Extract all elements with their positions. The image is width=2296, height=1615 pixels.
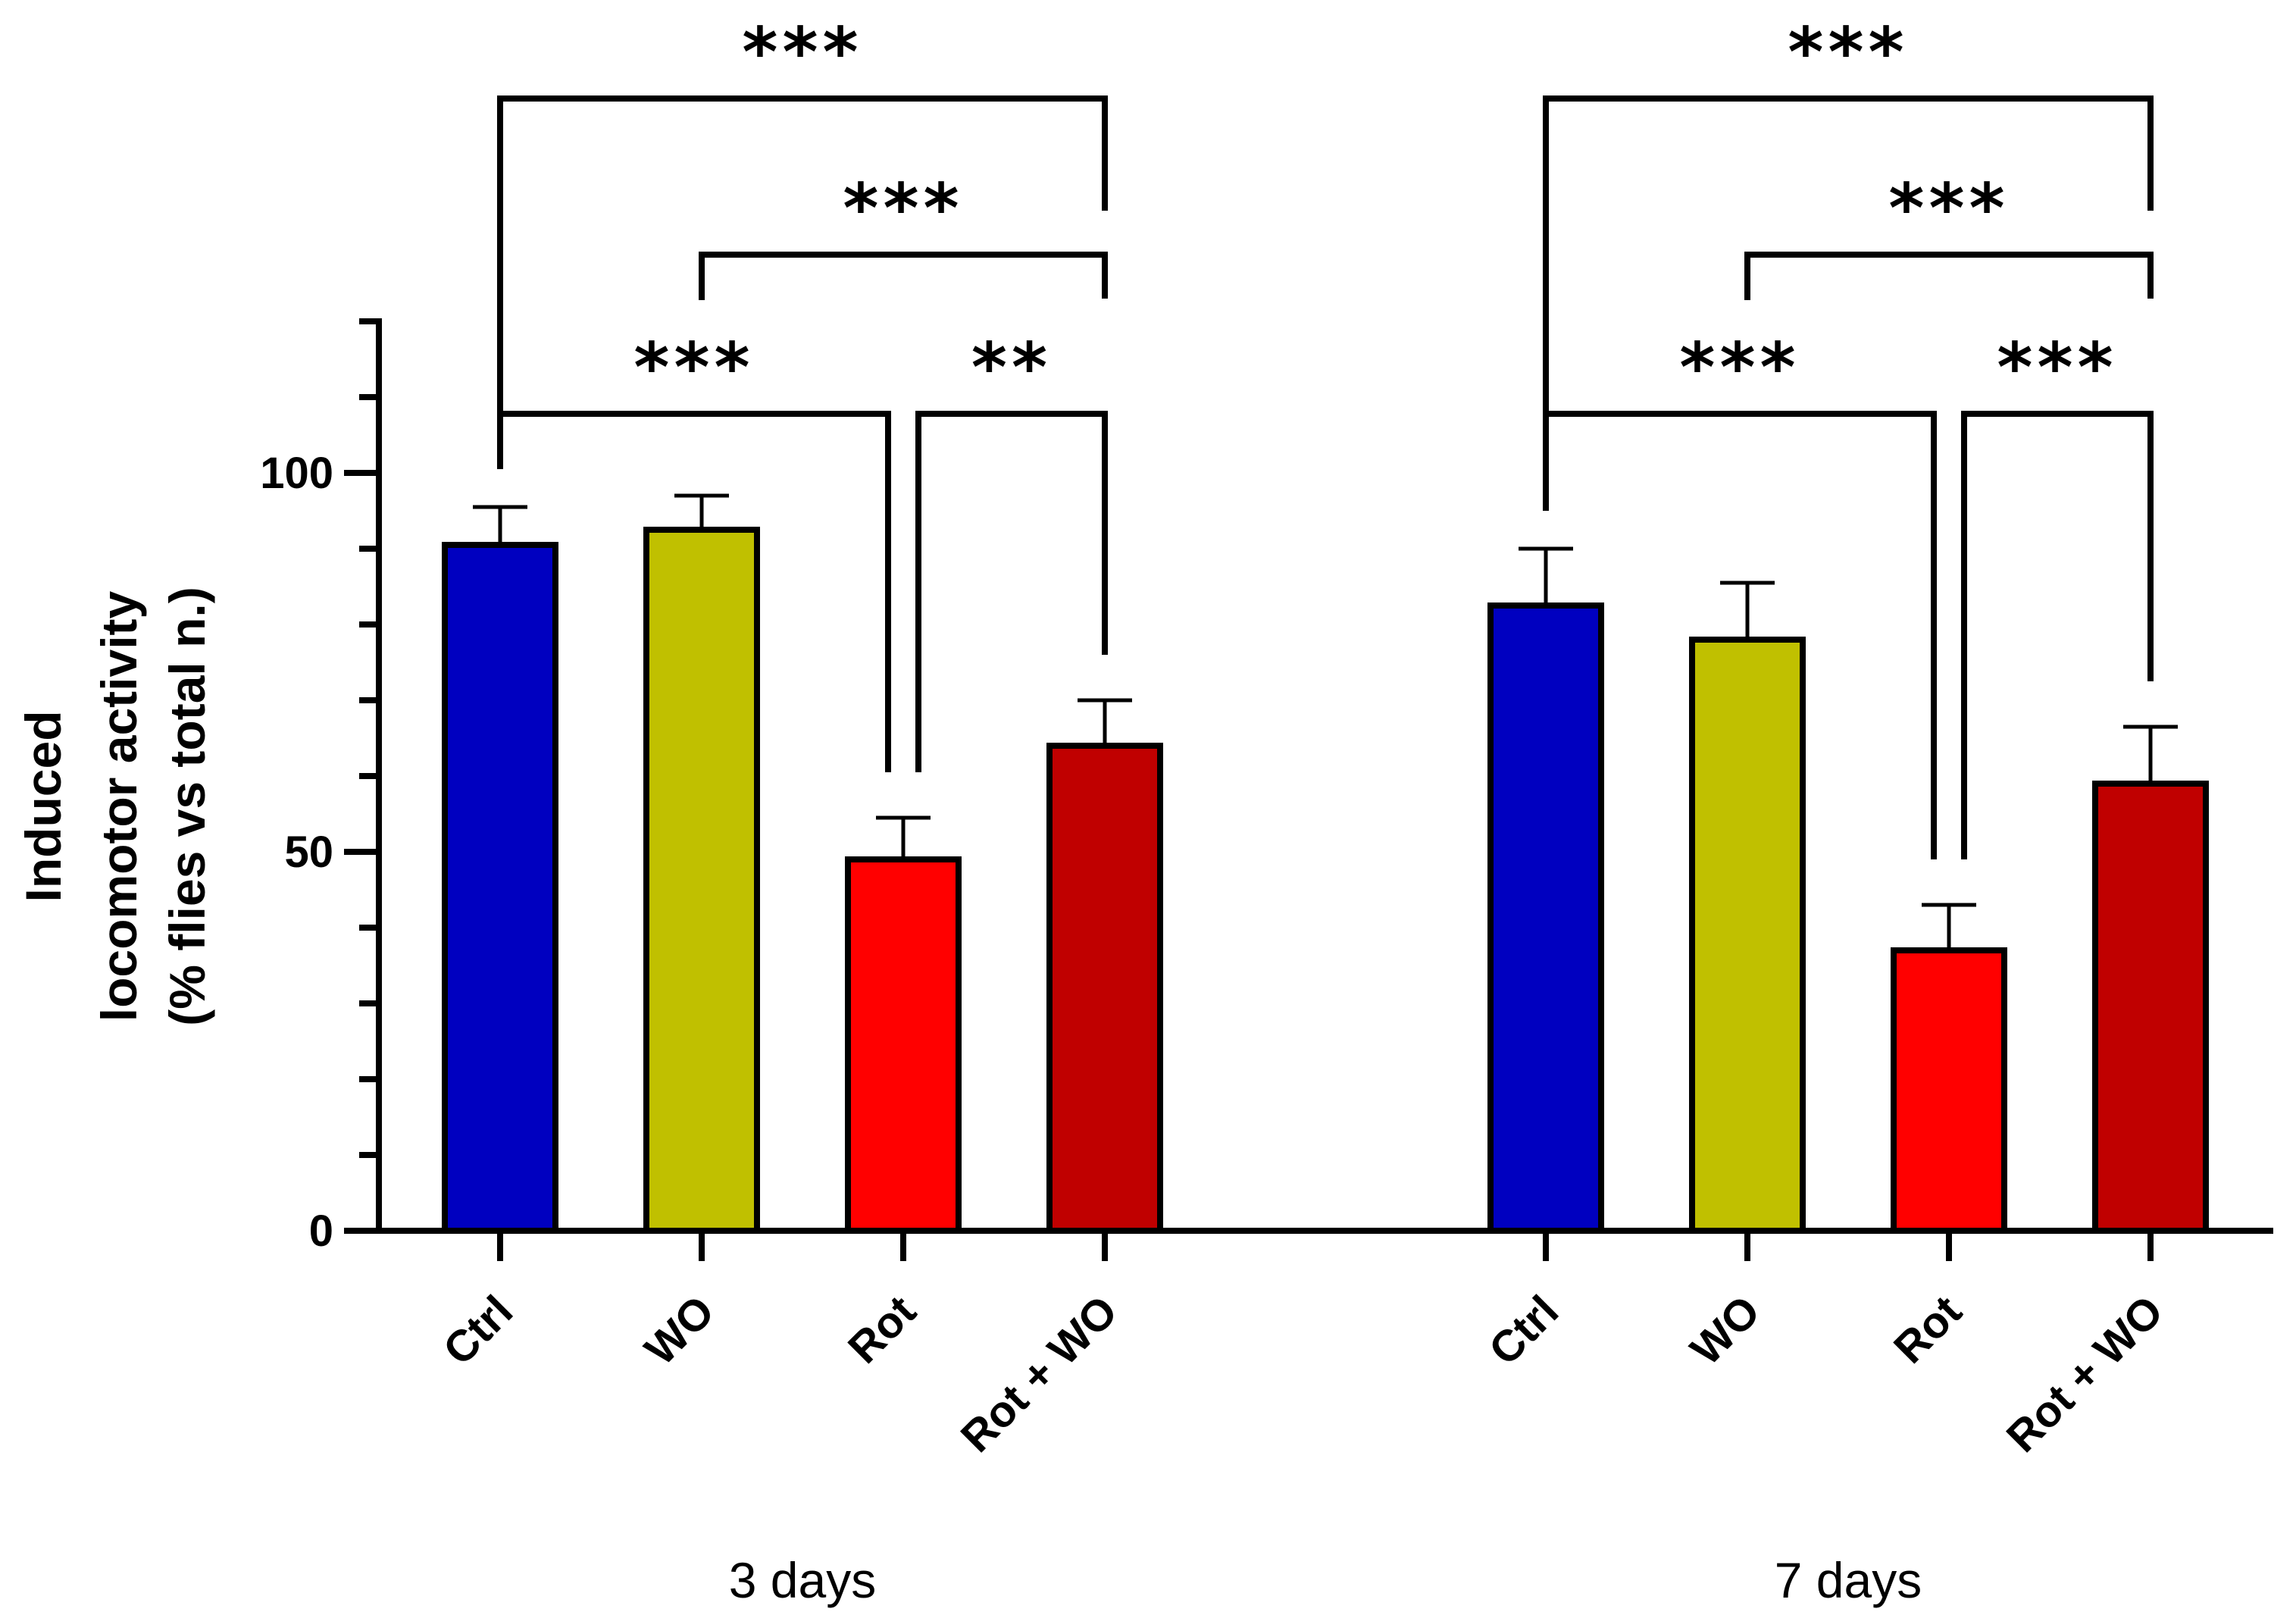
category-label: Rot xyxy=(1885,1286,1971,1372)
significance-bracket xyxy=(1961,411,2154,859)
significance-stars: *** xyxy=(633,328,754,408)
category-label: Rot + WO xyxy=(1997,1286,2173,1462)
category-label: Rot + WO xyxy=(952,1286,1128,1462)
significance-bracket xyxy=(699,252,1108,300)
category-label: Rot xyxy=(839,1286,925,1372)
significance-stars: *** xyxy=(843,169,963,249)
bar-ctrl-1 xyxy=(442,542,558,1234)
category-labels: Ctrl WO Rot Rot + WO 3 days Ctrl WO Rot Rot + WO… xyxy=(434,1286,2173,1608)
significance-bracket xyxy=(497,95,1108,469)
significance-stars: *** xyxy=(1997,328,2117,408)
significance-bracket xyxy=(1543,411,1937,859)
group-label: 7 days xyxy=(1775,1552,1922,1608)
y-tick-label: 0 xyxy=(309,1207,333,1256)
bar-rot-wo-2 xyxy=(2092,781,2209,1234)
y-tick-label: 100 xyxy=(260,449,333,498)
y-axis-label: Induced locomotor activity (% flies vs tot… xyxy=(15,587,215,1025)
y-tick-label: 50 xyxy=(284,828,333,877)
significance-stars: *** xyxy=(1888,169,2009,249)
x-axis xyxy=(376,1228,2273,1261)
bar-ctrl-2 xyxy=(1487,602,1604,1234)
y-axis-label-line: locomotor activity xyxy=(91,590,147,1022)
significance-bracket xyxy=(1543,95,2154,511)
significance-stars: ** xyxy=(971,328,1052,408)
bar-rot-1 xyxy=(845,856,962,1234)
significance-bracket xyxy=(497,411,891,772)
significance-stars: *** xyxy=(1679,328,1800,408)
y-axis-label-line: (% flies vs total n.) xyxy=(159,587,215,1025)
significance-bracket xyxy=(915,411,1108,772)
category-label: Ctrl xyxy=(1480,1286,1569,1375)
group-label: 3 days xyxy=(729,1552,876,1608)
bar-wo-1 xyxy=(643,527,760,1234)
significance-stars: *** xyxy=(1788,13,1908,92)
y-axis: 0 50 100 xyxy=(260,318,382,1256)
bar-wo-2 xyxy=(1689,637,1806,1234)
significance-brackets: ********* *********** *** xyxy=(497,13,2154,859)
category-label: WO xyxy=(1681,1286,1770,1375)
y-axis-label-line: Induced xyxy=(15,710,71,902)
category-label: Ctrl xyxy=(434,1286,523,1375)
significance-stars: *** xyxy=(742,13,862,92)
category-label: WO xyxy=(636,1286,724,1375)
bars-layer xyxy=(442,493,2209,1234)
bar-rot-wo-1 xyxy=(1046,743,1163,1234)
significance-bracket xyxy=(1744,252,2154,300)
bar-rot-2 xyxy=(1891,947,2007,1234)
